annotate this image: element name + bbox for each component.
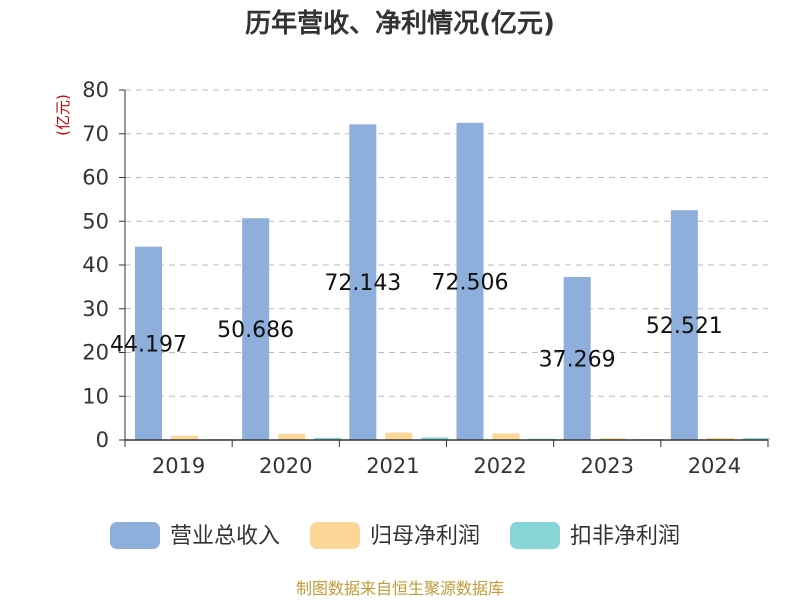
x-tick-label: 2020: [259, 454, 312, 478]
bar-net-profit: [492, 433, 520, 440]
x-tick-label: 2021: [366, 454, 419, 478]
y-tick-label: 60: [82, 166, 109, 190]
legend-net-profit-label: 归母净利润: [370, 524, 480, 549]
x-tick-label: 2024: [688, 454, 741, 478]
y-tick-label: 70: [82, 122, 109, 146]
bar-revenue: [135, 246, 162, 440]
chart-title: 历年营收、净利情况(亿元): [245, 8, 555, 39]
y-tick-label: 10: [82, 384, 109, 408]
bar-net-profit: [599, 438, 627, 440]
legend-net-profit-swatch: [310, 522, 360, 549]
bar-deducted-net-profit: [314, 437, 342, 440]
legend-deducted-net-profit-swatch: [510, 522, 560, 549]
bars: [135, 122, 770, 440]
data-label-revenue: 52.521: [646, 314, 723, 339]
bar-revenue: [563, 276, 591, 440]
data-label-revenue: 44.197: [110, 332, 187, 357]
y-tick-label: 50: [82, 209, 109, 233]
bar-revenue: [242, 218, 270, 440]
data-label-revenue: 72.506: [432, 270, 509, 295]
legend-revenue-label: 营业总收入: [170, 524, 280, 549]
bar-net-profit: [385, 432, 413, 440]
legend-deducted-net-profit-label: 扣非净利润: [570, 524, 680, 549]
bar-net-profit: [278, 433, 306, 440]
axes: 0 10 20 30 40 50 60 70 80 2019 2020 2021 2022 2023 202…: [82, 78, 769, 478]
y-tick-label: 20: [82, 341, 109, 365]
bar-deducted-net-profit: [742, 438, 770, 440]
bar-revenue: [670, 210, 698, 440]
bar-revenue: [349, 124, 377, 440]
data-label-revenue: 50.686: [217, 318, 294, 343]
bar-revenue: [456, 122, 484, 440]
bar-net-profit: [706, 437, 734, 440]
y-axis-label: (亿元): [54, 94, 72, 136]
y-tick-label: 0: [96, 428, 109, 452]
data-label-revenue: 37.269: [539, 347, 616, 372]
y-tick-label: 40: [82, 253, 109, 277]
source-note: 制图数据来自恒生聚源数据库: [296, 579, 504, 598]
legend-revenue-swatch: [110, 522, 160, 549]
legend: 营业总收入 归母净利润 扣非净利润: [110, 522, 680, 549]
bar-net-profit: [171, 435, 198, 440]
y-tick-label: 30: [82, 297, 109, 321]
data-labels: 44.197 50.686 72.143 72.506 37.269 52.521: [110, 270, 723, 372]
x-tick-label: 2023: [581, 454, 634, 478]
x-tick-label: 2019: [152, 454, 205, 478]
bar-deducted-net-profit: [421, 437, 449, 440]
grid-lines: [125, 89, 768, 397]
y-tick-label: 80: [82, 78, 109, 102]
data-label-revenue: 72.143: [324, 271, 401, 296]
x-tick-label: 2022: [473, 454, 526, 478]
